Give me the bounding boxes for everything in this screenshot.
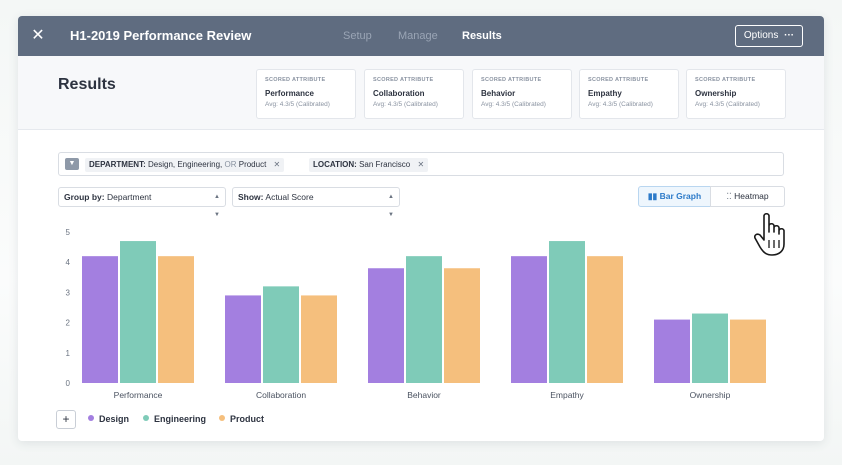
bar-engineering-collaboration[interactable] bbox=[263, 286, 299, 383]
bar-chart-icon: ▮▮ bbox=[647, 191, 658, 201]
y-tick-label: 2 bbox=[66, 319, 71, 328]
page-title: Results bbox=[58, 76, 116, 93]
attribute-card-performance[interactable]: SCORED ATTRIBUTE Performance Avg: 4.3/5 … bbox=[256, 69, 356, 119]
department-filter-chip[interactable]: DEPARTMENT: Design, Engineering, OR Prod… bbox=[85, 158, 285, 172]
attribute-name: Ownership bbox=[695, 89, 737, 98]
attribute-kicker: SCORED ATTRIBUTE bbox=[373, 77, 434, 83]
attribute-kicker: SCORED ATTRIBUTE bbox=[265, 77, 326, 83]
legend-label: Design bbox=[99, 414, 130, 424]
department-filter-key: DEPARTMENT: bbox=[89, 160, 146, 169]
options-label: Options bbox=[743, 30, 779, 41]
add-series-button[interactable]: + bbox=[56, 410, 76, 429]
attribute-average: Avg: 4.3/5 (Calibrated) bbox=[265, 101, 330, 108]
bar-design-empathy[interactable] bbox=[511, 256, 547, 383]
attribute-average: Avg: 4.3/5 (Calibrated) bbox=[588, 101, 653, 108]
show-key: Show: bbox=[238, 192, 264, 202]
legend-item-engineering[interactable]: Engineering bbox=[143, 414, 206, 424]
view-toggle: ▮▮ Bar Graph ⁚⁚ Heatmap bbox=[638, 186, 785, 207]
tab-results[interactable]: Results bbox=[462, 30, 502, 42]
y-tick-label: 5 bbox=[66, 228, 71, 237]
attribute-kicker: SCORED ATTRIBUTE bbox=[695, 77, 756, 83]
department-filter-or: OR bbox=[224, 160, 237, 169]
bar-graph-label: Bar Graph bbox=[659, 191, 702, 201]
attribute-average: Avg: 4.3/5 (Calibrated) bbox=[481, 101, 546, 108]
select-caret-icon: ▲ ▼ bbox=[388, 194, 394, 218]
attribute-average: Avg: 4.3/5 (Calibrated) bbox=[373, 101, 438, 108]
attribute-kicker: SCORED ATTRIBUTE bbox=[588, 77, 649, 83]
location-filter-chip[interactable]: LOCATION: San Francisco ✕ bbox=[309, 158, 429, 172]
review-window: ✕ H1-2019 Performance Review Setup Manag… bbox=[18, 16, 824, 441]
bar-engineering-behavior[interactable] bbox=[406, 256, 442, 383]
attribute-average: Avg: 4.3/5 (Calibrated) bbox=[695, 101, 760, 108]
grid-icon: ⁚⁚ bbox=[726, 191, 732, 201]
legend-item-product[interactable]: Product bbox=[219, 414, 264, 424]
tab-setup[interactable]: Setup bbox=[343, 30, 372, 42]
legend-label: Engineering bbox=[154, 414, 207, 424]
options-button[interactable]: Options ··· bbox=[735, 25, 803, 47]
bar-product-performance[interactable] bbox=[158, 256, 194, 383]
attribute-card-ownership[interactable]: SCORED ATTRIBUTE Ownership Avg: 4.3/5 (C… bbox=[686, 69, 786, 119]
bar-design-collaboration[interactable] bbox=[225, 295, 261, 383]
bar-product-ownership[interactable] bbox=[730, 319, 766, 383]
bar-design-behavior[interactable] bbox=[368, 268, 404, 383]
show-value: Actual Score bbox=[265, 192, 314, 202]
hand-pointer-cursor-icon bbox=[754, 212, 785, 256]
y-tick-label: 1 bbox=[66, 349, 71, 358]
results-header: Results SCORED ATTRIBUTE Performance Avg… bbox=[18, 56, 824, 130]
bar-engineering-empathy[interactable] bbox=[549, 241, 585, 383]
filter-bar[interactable]: ▼ DEPARTMENT: Design, Engineering, OR Pr… bbox=[58, 152, 784, 176]
attribute-card-empathy[interactable]: SCORED ATTRIBUTE Empathy Avg: 4.3/5 (Cal… bbox=[579, 69, 679, 119]
attribute-name: Collaboration bbox=[373, 89, 425, 98]
x-tick-label: Behavior bbox=[407, 390, 441, 400]
filter-icon[interactable]: ▼ bbox=[65, 158, 79, 170]
bar-design-ownership[interactable] bbox=[654, 319, 690, 383]
bar-product-behavior[interactable] bbox=[444, 268, 480, 383]
heatmap-button[interactable]: ⁚⁚ Heatmap bbox=[710, 186, 785, 207]
attribute-name: Behavior bbox=[481, 89, 516, 98]
more-dots-icon: ··· bbox=[784, 30, 795, 41]
legend-dot bbox=[88, 415, 94, 421]
y-tick-label: 0 bbox=[66, 379, 71, 388]
attribute-card-collaboration[interactable]: SCORED ATTRIBUTE Collaboration Avg: 4.3/… bbox=[364, 69, 464, 119]
top-bar: ✕ H1-2019 Performance Review Setup Manag… bbox=[18, 16, 824, 56]
legend-label: Product bbox=[230, 414, 265, 424]
y-tick-label: 4 bbox=[66, 258, 71, 267]
group-by-value: Department bbox=[106, 192, 152, 202]
legend-dot bbox=[219, 415, 225, 421]
attribute-name: Empathy bbox=[588, 89, 622, 98]
attribute-name: Performance bbox=[265, 89, 314, 98]
x-tick-label: Ownership bbox=[690, 390, 731, 400]
department-filter-value-a: Design, Engineering, bbox=[147, 160, 223, 169]
legend-item-design[interactable]: Design bbox=[88, 414, 129, 424]
department-filter-value-b: Product bbox=[238, 160, 267, 169]
location-filter-value: San Francisco bbox=[359, 160, 411, 169]
remove-filter-icon[interactable]: ✕ bbox=[273, 160, 281, 169]
bar-design-performance[interactable] bbox=[82, 256, 118, 383]
bar-engineering-ownership[interactable] bbox=[692, 313, 728, 383]
x-tick-label: Empathy bbox=[550, 390, 584, 400]
close-icon[interactable]: ✕ bbox=[31, 27, 45, 44]
bar-graph-button[interactable]: ▮▮ Bar Graph bbox=[638, 186, 711, 207]
heatmap-label: Heatmap bbox=[734, 191, 769, 201]
attribute-kicker: SCORED ATTRIBUTE bbox=[481, 77, 542, 83]
select-caret-icon: ▲ ▼ bbox=[214, 194, 220, 218]
remove-filter-icon[interactable]: ✕ bbox=[417, 160, 425, 169]
group-by-key: Group by: bbox=[64, 192, 105, 202]
bar-product-empathy[interactable] bbox=[587, 256, 623, 383]
attribute-card-behavior[interactable]: SCORED ATTRIBUTE Behavior Avg: 4.3/5 (Ca… bbox=[472, 69, 572, 119]
group-by-select[interactable]: Group by: Department ▲ ▼ bbox=[58, 187, 226, 218]
bar-chart: 0 1 2 3 4 5 Performance Collaboration Behavior Em… bbox=[66, 228, 766, 400]
location-filter-key: LOCATION: bbox=[313, 160, 357, 169]
x-tick-label: Collaboration bbox=[256, 390, 306, 400]
bar-product-collaboration[interactable] bbox=[301, 295, 337, 383]
y-tick-label: 3 bbox=[66, 288, 71, 297]
review-title: H1-2019 Performance Review bbox=[70, 28, 252, 43]
show-select[interactable]: Show: Actual Score ▲ ▼ bbox=[232, 187, 400, 218]
bar-engineering-performance[interactable] bbox=[120, 241, 156, 383]
legend-dot bbox=[143, 415, 149, 421]
tab-manage[interactable]: Manage bbox=[398, 30, 438, 42]
x-tick-label: Performance bbox=[114, 390, 163, 400]
